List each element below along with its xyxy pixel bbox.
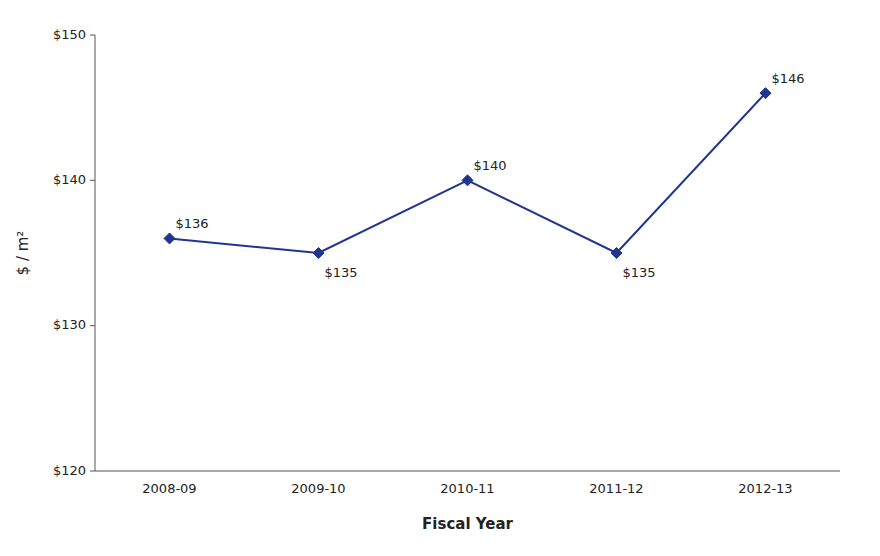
- marker: [462, 175, 473, 186]
- y-axis-line: [95, 35, 96, 471]
- x-tick-label: 2010-11: [440, 481, 494, 496]
- y-tick-label: $130: [53, 317, 86, 332]
- marker: [313, 248, 324, 259]
- x-axis-line: [95, 471, 840, 472]
- data-label: $135: [325, 265, 358, 280]
- y-tick: [90, 471, 95, 472]
- axes: $120 $130 $140 $150 2008-09 2009-10 2010-11 201…: [53, 27, 840, 497]
- data-labels: $136 $135 $140 $135 $146: [176, 71, 805, 280]
- chart-container: $120 $130 $140 $150 2008-09 2009-10 2010-11 201…: [0, 0, 880, 556]
- line: [170, 93, 766, 253]
- x-tick-label: 2012-13: [738, 481, 792, 496]
- data-label: $140: [474, 158, 507, 173]
- marker: [760, 88, 771, 99]
- y-tick: [90, 325, 95, 326]
- y-tick: [90, 35, 95, 36]
- data-label: $146: [772, 71, 805, 86]
- marker: [611, 248, 622, 259]
- y-tick: [90, 180, 95, 181]
- plot-area: [164, 88, 771, 259]
- x-tick-label: 2011-12: [589, 481, 643, 496]
- x-tick-label: 2009-10: [291, 481, 345, 496]
- chart-svg: $120 $130 $140 $150 2008-09 2009-10 2010-11 201…: [0, 0, 880, 556]
- y-tick-label: $120: [53, 463, 86, 478]
- y-tick-label: $150: [53, 27, 86, 42]
- data-label: $135: [623, 265, 656, 280]
- data-label: $136: [176, 216, 209, 231]
- y-tick-label: $140: [53, 172, 86, 187]
- y-axis-label: $ / m²: [14, 231, 32, 276]
- x-tick-label: 2008-09: [142, 481, 196, 496]
- x-axis-label: Fiscal Year: [422, 515, 513, 533]
- marker: [164, 233, 175, 244]
